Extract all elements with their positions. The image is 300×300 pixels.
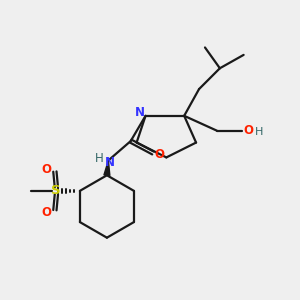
Text: O: O xyxy=(244,124,254,137)
Text: H: H xyxy=(255,127,263,137)
Text: O: O xyxy=(41,206,51,219)
Text: O: O xyxy=(154,148,164,161)
Text: O: O xyxy=(41,163,51,176)
Text: N: N xyxy=(135,106,145,119)
Polygon shape xyxy=(104,160,110,175)
Text: S: S xyxy=(51,184,61,197)
Text: N: N xyxy=(105,156,115,169)
Text: H: H xyxy=(94,152,103,164)
